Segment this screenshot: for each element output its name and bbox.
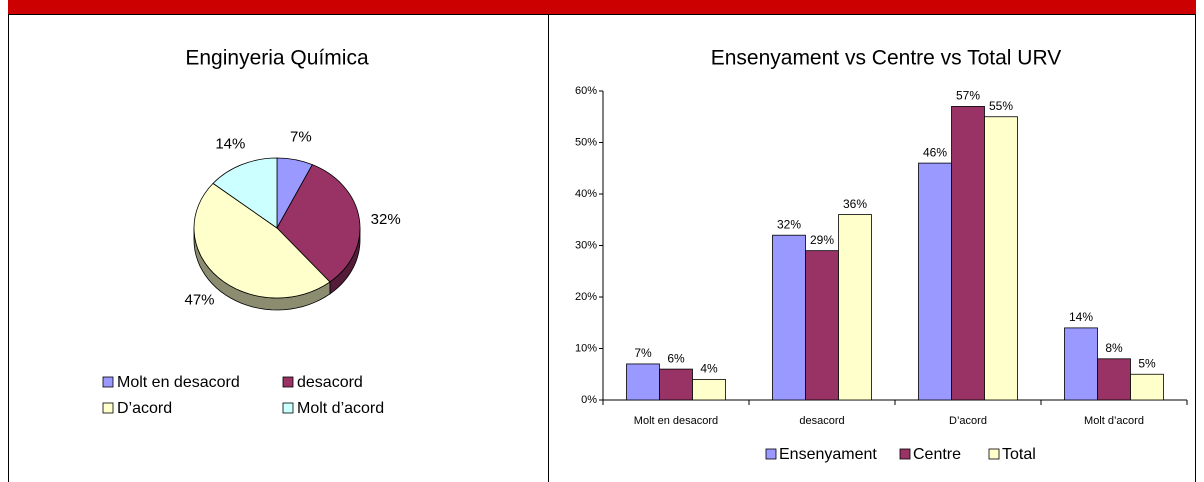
y-tick-label: 60% bbox=[575, 85, 597, 97]
bar-value-label: 55% bbox=[989, 99, 1013, 113]
bar-value-label: 6% bbox=[667, 351, 685, 365]
legend-swatch bbox=[765, 448, 777, 460]
x-tick-label: Molt en desacord bbox=[634, 415, 718, 427]
legend-swatch bbox=[102, 376, 114, 388]
pie-slice bbox=[193, 182, 331, 299]
legend-label: Centre bbox=[913, 446, 961, 463]
pie-label: 32% bbox=[371, 211, 401, 228]
right-panel bbox=[548, 14, 1196, 482]
y-tick-label: 20% bbox=[575, 291, 597, 303]
legend-swatch bbox=[282, 376, 294, 388]
y-tick-label: 50% bbox=[575, 136, 597, 148]
bar-title: Ensenyament vs Centre vs Total URV bbox=[711, 47, 1062, 70]
bar-value-label: 36% bbox=[843, 197, 867, 211]
bar bbox=[1130, 373, 1164, 401]
bar-value-label: 8% bbox=[1105, 341, 1123, 355]
bar-value-label: 5% bbox=[1138, 356, 1156, 370]
bar bbox=[918, 162, 952, 401]
y-tick-label: 10% bbox=[575, 342, 597, 354]
x-tick-label: Molt d’acord bbox=[1084, 415, 1144, 427]
pie-slice bbox=[212, 157, 278, 229]
bar bbox=[805, 250, 839, 401]
bar bbox=[692, 378, 726, 401]
bar-value-label: 32% bbox=[777, 217, 801, 231]
pie-slice bbox=[276, 164, 361, 283]
legend-label: D’acord bbox=[117, 400, 172, 417]
legend-label: Total bbox=[1002, 446, 1036, 463]
bar-value-label: 57% bbox=[956, 89, 980, 103]
bar bbox=[772, 234, 806, 401]
x-tick-label: D’acord bbox=[949, 415, 987, 427]
bar bbox=[626, 363, 660, 401]
legend-swatch bbox=[102, 402, 114, 414]
legend-swatch bbox=[988, 448, 1000, 460]
legend-label: Ensenyament bbox=[779, 446, 877, 463]
bar-value-label: 14% bbox=[1069, 310, 1093, 324]
bar bbox=[1064, 327, 1098, 401]
legend-label: Molt en desacord bbox=[117, 374, 240, 391]
legend-swatch bbox=[282, 402, 294, 414]
bar-value-label: 4% bbox=[700, 362, 718, 376]
bar-value-label: 7% bbox=[634, 346, 652, 360]
bar bbox=[838, 214, 872, 401]
y-tick-label: 40% bbox=[575, 188, 597, 200]
header-bar bbox=[8, 0, 1196, 14]
legend-swatch bbox=[899, 448, 911, 460]
legend-label: desacord bbox=[297, 374, 363, 391]
bar-value-label: 46% bbox=[923, 145, 947, 159]
bar-value-label: 29% bbox=[810, 233, 834, 247]
legend-label: Molt d’acord bbox=[297, 400, 384, 417]
pie-label: 14% bbox=[215, 136, 245, 153]
bar bbox=[984, 116, 1018, 401]
y-tick-label: 30% bbox=[575, 239, 597, 251]
pie-title: Enginyeria Química bbox=[185, 47, 369, 70]
x-tick-label: desacord bbox=[799, 415, 844, 427]
pie-label: 7% bbox=[290, 129, 312, 146]
pie-label: 47% bbox=[185, 291, 215, 308]
y-tick-label: 0% bbox=[581, 394, 597, 406]
bar bbox=[659, 368, 693, 401]
bar bbox=[951, 106, 985, 401]
bar bbox=[1097, 358, 1131, 401]
